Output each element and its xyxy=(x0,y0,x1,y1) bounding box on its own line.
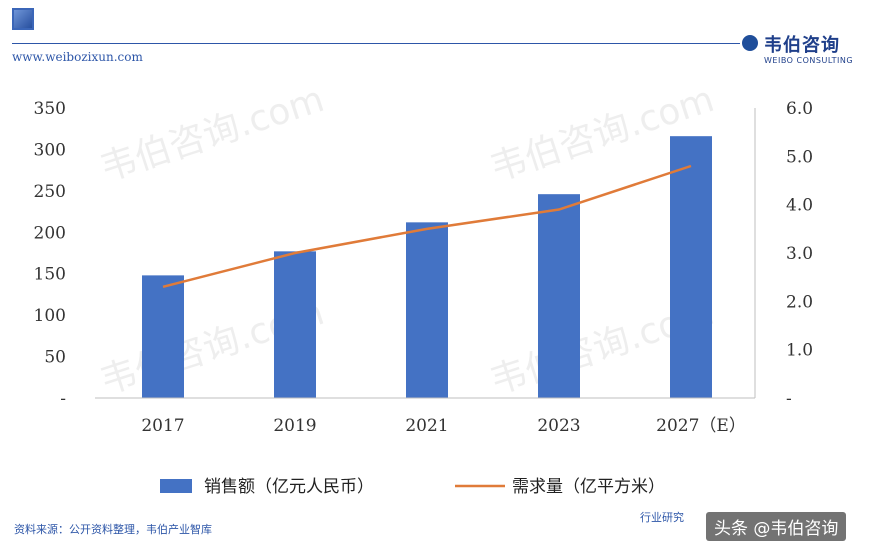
corner-logo xyxy=(12,8,34,30)
bar xyxy=(538,194,580,398)
left-tick-label: 300 xyxy=(34,140,66,160)
legend-line-label: 需求量（亿平方米） xyxy=(512,477,665,497)
left-tick-label: 150 xyxy=(34,265,66,285)
bar xyxy=(274,251,316,398)
legend-bar-label: 销售额（亿元人民币） xyxy=(204,477,374,497)
x-tick-label: 2017 xyxy=(141,416,184,436)
right-tick-label: 4.0 xyxy=(786,196,813,216)
footer-tag: 行业研究 xyxy=(640,511,684,524)
right-tick-label: 6.0 xyxy=(786,99,813,119)
demand-line xyxy=(162,164,692,289)
bar xyxy=(670,136,712,398)
bar xyxy=(406,222,448,398)
left-tick-label: 250 xyxy=(34,182,66,202)
brand-name: 韦伯咨询 xyxy=(764,35,840,56)
x-tick-label: 2021 xyxy=(405,416,448,436)
header-divider xyxy=(12,43,740,44)
right-tick-label: 1.0 xyxy=(786,341,813,361)
left-tick-label: 200 xyxy=(34,223,66,243)
left-tick-label: - xyxy=(60,389,66,409)
left-tick-label: 350 xyxy=(34,99,66,119)
credit-badge: 头条 @韦伯咨询 xyxy=(706,512,847,541)
left-tick-label: 50 xyxy=(44,348,66,368)
brand-logo-icon xyxy=(742,35,758,51)
site-url: www.weibozixun.com xyxy=(12,50,143,64)
left-tick-label: 100 xyxy=(34,306,66,326)
bar xyxy=(142,275,184,398)
x-tick-label: 2023 xyxy=(537,416,580,436)
legend-bar-swatch xyxy=(160,479,192,493)
right-tick-label: 5.0 xyxy=(786,147,813,167)
x-tick-label: 2027（E） xyxy=(656,416,746,436)
source-note: 资料来源：公开资料整理，韦伯产业智库 xyxy=(14,523,212,536)
brand-subtitle: WEIBO CONSULTING xyxy=(764,56,854,65)
x-tick-label: 2019 xyxy=(273,416,316,436)
right-tick-label: 3.0 xyxy=(786,244,813,264)
right-tick-label: 2.0 xyxy=(786,292,813,312)
right-tick-label: - xyxy=(786,389,792,409)
